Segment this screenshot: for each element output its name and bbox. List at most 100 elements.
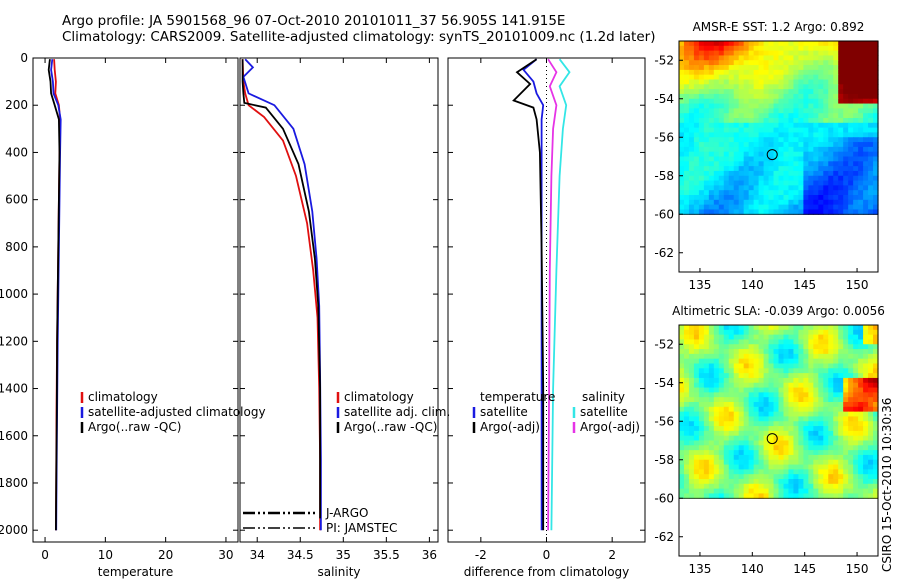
heatmap-cell xyxy=(743,397,750,403)
heatmap-cell xyxy=(768,190,775,196)
heatmap-cell xyxy=(778,334,785,341)
heatmap-cell xyxy=(768,325,775,331)
x-axis-label-difference: difference from climatology xyxy=(464,565,630,579)
heatmap-cell xyxy=(863,411,869,418)
heatmap-cell xyxy=(733,435,740,442)
heatmap-cell xyxy=(868,368,874,374)
heatmap-cell xyxy=(793,127,799,134)
heatmap-cell xyxy=(818,166,824,172)
heatmap-cell xyxy=(718,132,725,138)
heatmap-cell xyxy=(838,118,844,124)
heatmap-cell xyxy=(763,445,770,451)
heatmap-cell xyxy=(758,411,765,418)
heatmap-cell xyxy=(718,325,725,331)
heatmap-cell xyxy=(703,142,710,148)
heatmap-cell xyxy=(693,368,700,374)
heatmap-cell xyxy=(803,45,809,52)
heatmap-cell xyxy=(688,156,695,162)
heatmap-cell xyxy=(698,479,705,485)
heatmap-cell xyxy=(798,416,804,422)
heatmap-cell xyxy=(713,363,720,369)
heatmap-cell xyxy=(748,421,755,427)
heatmap-cell xyxy=(798,103,804,109)
heatmap-cell xyxy=(793,493,799,499)
heatmap-cell xyxy=(778,402,785,408)
heatmap-cell xyxy=(763,170,770,177)
heatmap-cell xyxy=(843,108,849,114)
heatmap-cell xyxy=(833,69,839,76)
heatmap-cell xyxy=(823,74,829,81)
heatmap-cell xyxy=(738,89,745,95)
heatmap-cell xyxy=(753,382,760,389)
heatmap-cell xyxy=(858,108,864,114)
heatmap-cell xyxy=(723,118,730,124)
heatmap-cell xyxy=(758,161,765,167)
heatmap-cell xyxy=(738,349,745,355)
heatmap-cell xyxy=(828,118,834,124)
heatmap-cell xyxy=(708,113,715,119)
heatmap-cell xyxy=(753,151,760,158)
heatmap-cell xyxy=(868,108,874,114)
heatmap-cell xyxy=(763,392,770,398)
heatmap-cell xyxy=(828,459,834,466)
heatmap-cell xyxy=(808,377,814,384)
heatmap-cell xyxy=(713,483,720,490)
heatmap-cell xyxy=(798,406,804,413)
heatmap-cell xyxy=(868,142,874,148)
heatmap-cell xyxy=(698,353,705,360)
heatmap-cell xyxy=(743,377,750,384)
x-axis-label-temperature: temperature xyxy=(98,565,173,579)
heatmap-cell xyxy=(848,353,854,360)
heatmap-cell xyxy=(693,55,700,61)
heatmap-cell xyxy=(688,469,695,475)
heatmap-cell xyxy=(718,440,725,446)
heatmap-cell xyxy=(728,373,735,379)
heatmap-cell xyxy=(723,493,730,499)
heatmap-cell xyxy=(868,122,874,129)
heatmap-cell xyxy=(808,41,814,47)
heatmap-cell xyxy=(679,339,685,345)
heatmap-cell xyxy=(768,373,775,379)
heatmap-cell xyxy=(698,329,705,336)
heatmap-cell xyxy=(748,440,755,446)
heatmap-cell xyxy=(748,411,755,418)
heatmap-cell xyxy=(718,358,725,365)
heatmap-cell xyxy=(803,392,809,398)
heatmap-cell xyxy=(793,93,799,100)
heatmap-cell xyxy=(833,74,839,81)
heatmap-cell xyxy=(688,454,695,461)
heatmap-cell xyxy=(818,74,824,81)
heatmap-cell xyxy=(768,137,775,143)
heatmap-cell xyxy=(813,493,819,499)
heatmap-cell xyxy=(728,469,735,475)
heatmap-cell xyxy=(798,151,804,158)
heatmap-cell xyxy=(688,488,695,495)
heatmap-cell xyxy=(743,161,750,167)
heatmap-cell xyxy=(778,89,785,95)
heatmap-cell xyxy=(798,483,804,490)
argo-position-marker xyxy=(766,433,778,445)
heatmap-cell xyxy=(679,175,685,182)
heatmap-cell xyxy=(818,103,824,109)
heatmap-cell xyxy=(803,459,809,466)
heatmap-cell xyxy=(698,387,705,393)
heatmap-cell xyxy=(733,195,740,201)
heatmap-cell xyxy=(688,450,695,456)
heatmap-cell xyxy=(738,170,745,177)
heatmap-cell xyxy=(758,339,765,345)
heatmap-cell xyxy=(758,45,765,52)
heatmap-cell xyxy=(763,349,770,355)
heatmap-cell xyxy=(683,175,690,182)
heatmap-cell xyxy=(853,166,859,172)
heatmap-cell xyxy=(738,180,745,186)
heatmap-cell xyxy=(758,93,765,100)
heatmap-cell xyxy=(833,190,839,196)
heatmap-cell xyxy=(803,430,809,437)
heatmap-cell xyxy=(863,454,869,461)
heatmap-cell xyxy=(853,98,859,105)
heatmap-cell xyxy=(743,392,750,398)
heatmap-cell xyxy=(708,353,715,360)
heatmap-cell xyxy=(773,132,780,138)
heatmap-cell xyxy=(873,108,879,114)
heatmap-cell xyxy=(688,426,695,432)
